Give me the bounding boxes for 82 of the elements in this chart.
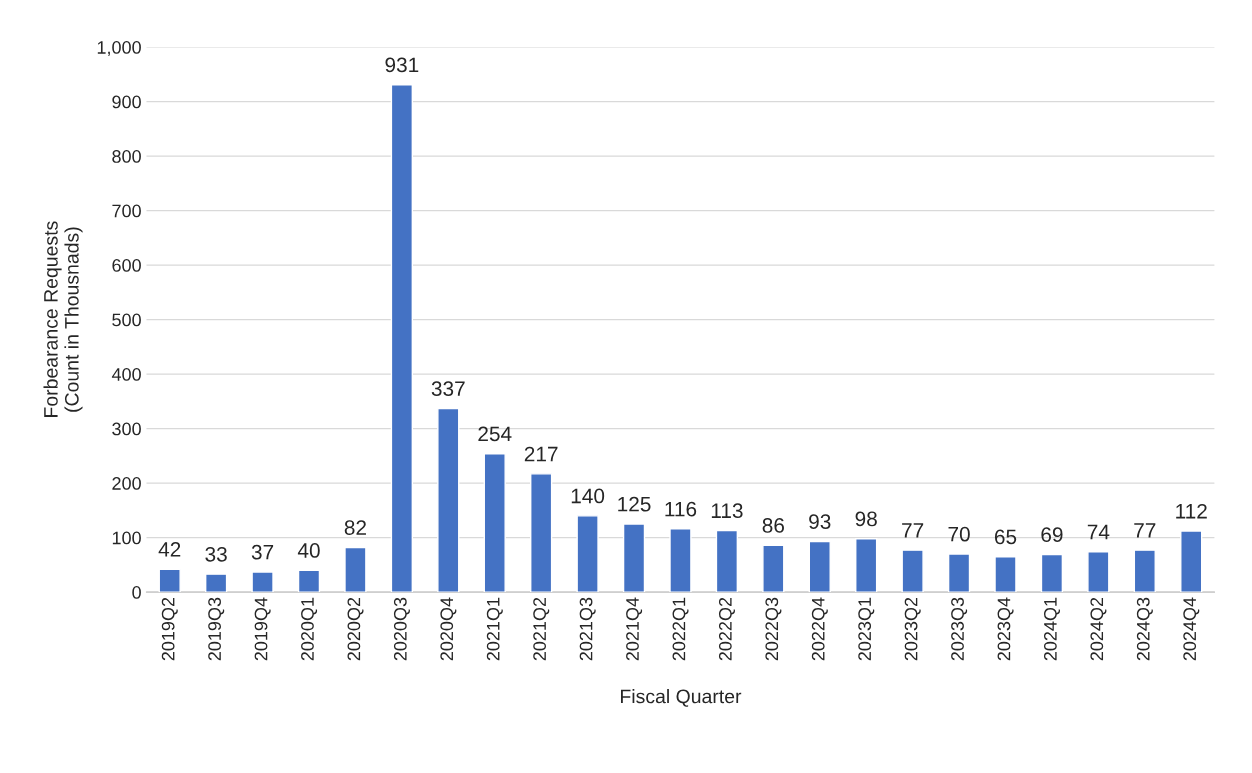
data-label: 37	[251, 544, 274, 560]
x-tick-label: 2019Q2	[161, 597, 178, 661]
bar	[1040, 553, 1064, 593]
data-label: 140	[571, 488, 605, 504]
y-tick-label: 100	[112, 531, 141, 545]
bar	[437, 407, 460, 593]
bar	[576, 515, 599, 593]
data-label: 217	[524, 446, 558, 462]
y-tick-label: 400	[111, 368, 141, 381]
bar	[762, 544, 785, 593]
data-label: 82	[344, 520, 366, 535]
bar	[715, 529, 739, 593]
x-tick-label: 2019Q4	[254, 597, 271, 661]
data-label: 337	[431, 381, 465, 397]
bar	[297, 569, 321, 593]
x-tick-label: 2021Q3	[579, 597, 596, 661]
x-tick-label: 2020Q4	[440, 597, 457, 661]
data-label: 93	[809, 514, 831, 529]
y-tick-label: 500	[112, 313, 141, 327]
x-tick-label: 2023Q1	[858, 597, 875, 661]
y-tick-label: 200	[112, 477, 141, 490]
bar	[1087, 551, 1110, 593]
x-tick-label: 2022Q2	[718, 597, 735, 661]
bar	[344, 546, 367, 593]
x-tick-label: 2021Q4	[626, 597, 643, 661]
bar	[530, 473, 553, 593]
bar	[158, 568, 181, 593]
x-tick-label: 2024Q1	[1043, 597, 1060, 661]
data-label: 69	[1041, 527, 1063, 543]
bar	[669, 528, 692, 593]
y-tick-label: 800	[112, 150, 141, 163]
data-label: 40	[297, 543, 320, 558]
data-label: 86	[762, 518, 784, 533]
data-label: 77	[1134, 523, 1156, 538]
data-label: 113	[711, 503, 743, 519]
y-tick-label: 1,000	[97, 41, 141, 57]
y-tick-label: 700	[112, 204, 141, 218]
x-tick-label: 2023Q2	[904, 597, 921, 661]
y-axis-title: Forbearance Requests (Count in Thousnads)	[43, 221, 83, 417]
data-label: 70	[948, 526, 970, 542]
bar	[947, 553, 971, 593]
y-tick-label: 0	[132, 586, 141, 599]
x-tick-label: 2022Q3	[765, 597, 782, 661]
x-tick-label: 2024Q4	[1183, 597, 1200, 661]
bar	[1180, 530, 1203, 593]
bar	[901, 549, 924, 593]
x-axis-title: Fiscal Quarter	[621, 689, 742, 707]
x-tick-label: 2021Q2	[533, 597, 550, 661]
data-label: 74	[1087, 524, 1110, 540]
data-label: 42	[158, 542, 181, 557]
y-tick-label: 300	[112, 422, 141, 436]
x-tick-label: 2024Q2	[1090, 597, 1107, 661]
data-label: 931	[385, 57, 419, 73]
bar	[622, 523, 646, 593]
bar	[855, 538, 878, 593]
x-tick-label: 2020Q1	[301, 597, 318, 661]
bar	[251, 571, 274, 593]
y-tick-label: 600	[112, 259, 141, 272]
x-tick-label: 2020Q2	[347, 597, 364, 661]
y-tick-label: 900	[112, 95, 141, 109]
data-label: 65	[994, 529, 1017, 545]
x-tick-label: 2022Q1	[672, 597, 689, 661]
data-label: 254	[478, 426, 512, 442]
bar	[1133, 549, 1156, 593]
data-label: 112	[1176, 503, 1207, 519]
data-label: 77	[902, 523, 924, 538]
x-tick-label: 2022Q4	[811, 597, 828, 661]
x-tick-label: 2023Q3	[951, 597, 968, 661]
x-tick-label: 2024Q3	[1136, 597, 1153, 661]
x-tick-label: 2021Q1	[486, 597, 503, 661]
x-tick-label: 2020Q3	[393, 597, 410, 661]
data-label: 33	[205, 546, 227, 562]
bar	[808, 540, 831, 593]
bar	[390, 84, 414, 593]
bar	[994, 556, 1017, 593]
x-tick-label: 2023Q4	[997, 597, 1014, 661]
bar	[204, 573, 228, 593]
data-label: 98	[855, 511, 877, 527]
bar	[483, 453, 506, 593]
data-label: 125	[618, 496, 651, 512]
x-tick-label: 2019Q3	[208, 597, 225, 661]
data-label: 116	[665, 501, 697, 517]
